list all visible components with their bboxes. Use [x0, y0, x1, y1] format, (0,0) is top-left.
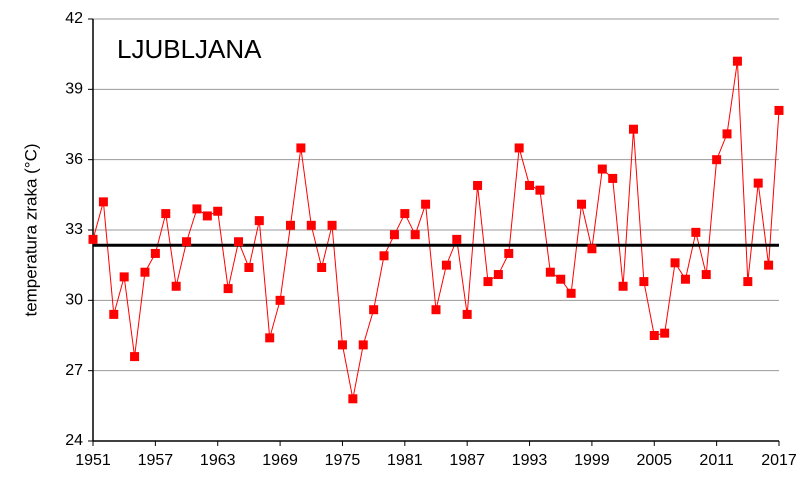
y-tick-label: 39: [65, 81, 83, 98]
data-point: [358, 340, 368, 350]
x-tick-label: 1999: [574, 452, 610, 469]
data-point: [379, 251, 389, 261]
y-tick-label: 24: [65, 432, 83, 449]
data-point: [649, 331, 659, 340]
data-point: [161, 209, 171, 219]
data-point: [722, 129, 732, 139]
data-point: [753, 178, 763, 188]
data-point: [670, 258, 680, 268]
data-point: [410, 230, 420, 240]
data-point: [452, 234, 462, 244]
data-point: [545, 267, 555, 277]
x-tick-label: 2005: [636, 452, 672, 469]
data-point: [202, 211, 212, 221]
data-point: [296, 143, 306, 153]
y-tick-label: 36: [65, 151, 83, 168]
y-tick-label: 42: [65, 10, 83, 27]
data-point: [483, 277, 493, 287]
data-point: [597, 164, 607, 174]
data-point: [119, 272, 129, 282]
data-point: [254, 216, 264, 226]
data-point: [348, 394, 358, 404]
data-point: [182, 237, 192, 247]
data-point: [764, 260, 774, 270]
data-point: [213, 206, 223, 216]
data-point: [504, 248, 514, 258]
data-point: [732, 56, 742, 66]
x-tick-label: 1975: [325, 452, 361, 469]
data-point: [639, 277, 649, 287]
data-point: [265, 333, 275, 343]
data-point: [171, 281, 181, 291]
data-point: [587, 244, 597, 254]
data-point: [473, 180, 483, 190]
y-tick-label: 30: [65, 292, 83, 309]
data-point: [441, 260, 451, 270]
data-point: [389, 230, 399, 240]
data-point: [130, 352, 140, 362]
data-point: [743, 277, 753, 287]
data-point: [337, 340, 347, 350]
data-point: [192, 204, 202, 214]
y-tick-label: 33: [65, 221, 83, 238]
data-point: [140, 267, 150, 277]
data-point: [493, 270, 503, 280]
data-point: [680, 274, 690, 284]
data-point: [618, 281, 628, 291]
data-point: [317, 263, 327, 273]
data-point: [88, 234, 98, 244]
data-point: [774, 105, 784, 115]
x-tick-label: 2017: [761, 452, 797, 469]
data-point: [109, 309, 119, 319]
data-point: [98, 197, 108, 207]
data-point: [234, 237, 244, 247]
data-point: [566, 288, 576, 298]
data-point: [275, 295, 285, 305]
x-tick-label: 1981: [387, 452, 423, 469]
data-point: [701, 270, 711, 280]
data-point: [525, 180, 535, 190]
data-point: [556, 274, 566, 284]
data-point: [660, 328, 670, 338]
data-point: [327, 220, 337, 230]
data-point: [514, 143, 524, 153]
data-point: [608, 173, 618, 183]
data-point: [421, 199, 431, 209]
data-point: [431, 305, 441, 315]
data-point: [150, 248, 160, 258]
data-point: [462, 309, 472, 319]
data-point: [244, 263, 254, 273]
x-tick-label: 1993: [512, 452, 548, 469]
data-point: [628, 124, 638, 134]
data-point: [691, 227, 701, 237]
chart-title: LJUBLJANA: [117, 34, 262, 64]
x-tick-label: 1987: [449, 452, 485, 469]
data-point: [306, 220, 316, 230]
data-point: [577, 199, 587, 209]
x-tick-label: 1963: [200, 452, 236, 469]
x-tick-label: 1951: [75, 452, 111, 469]
data-point: [285, 220, 295, 230]
y-axis-label: temperatura zraka (°C): [21, 143, 40, 316]
data-point: [400, 209, 410, 219]
data-point: [369, 305, 379, 315]
data-point: [712, 155, 722, 165]
x-tick-label: 1957: [138, 452, 174, 469]
data-point: [535, 185, 545, 195]
data-point: [223, 284, 233, 294]
x-tick-label: 2011: [699, 452, 734, 469]
x-tick-label: 1969: [262, 452, 298, 469]
y-tick-label: 27: [65, 362, 83, 379]
